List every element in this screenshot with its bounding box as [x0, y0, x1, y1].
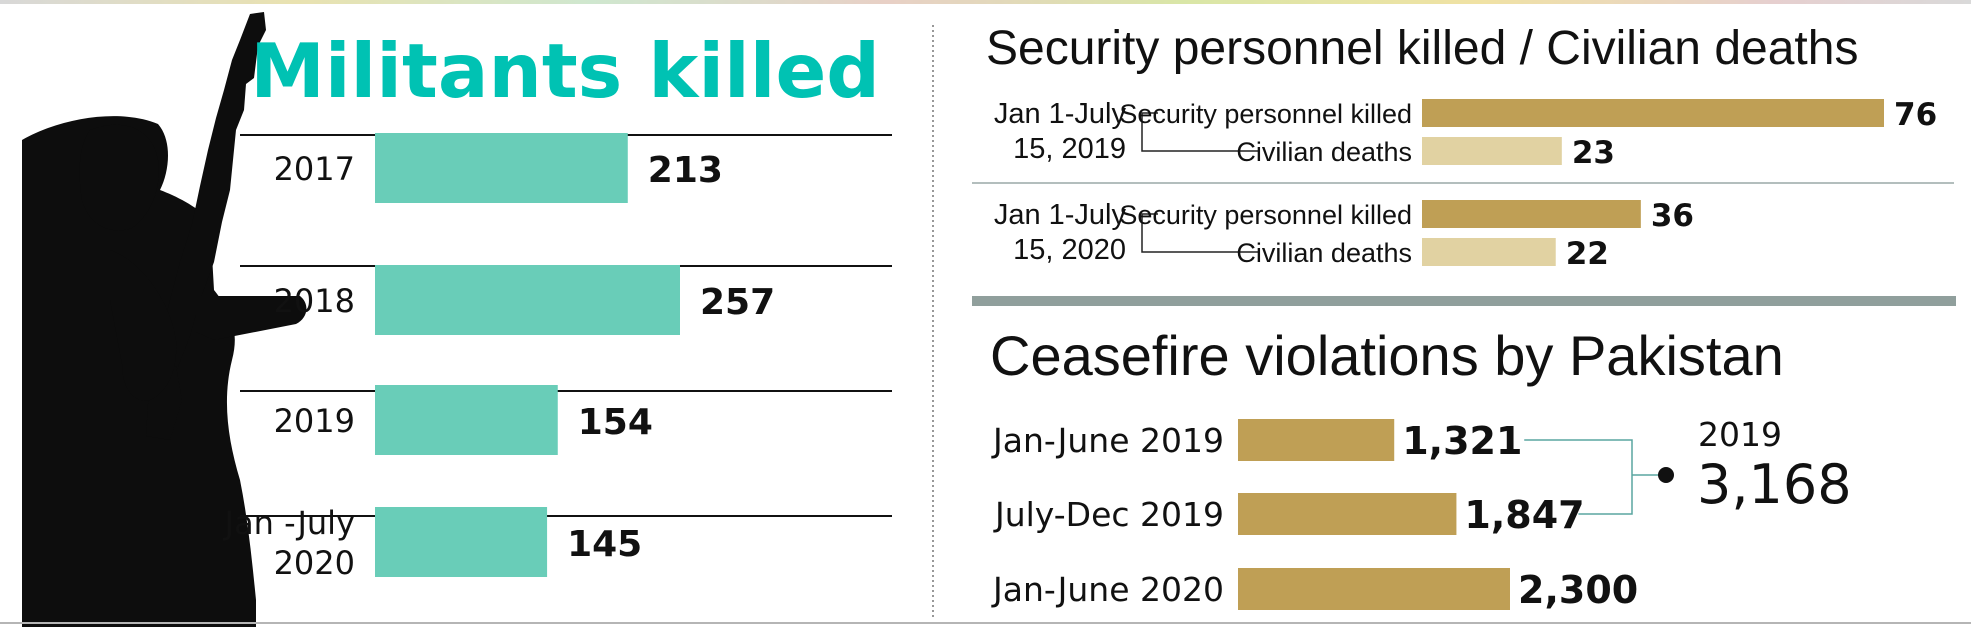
security-value-label: 22 [1566, 236, 1609, 272]
sum-bracket [1524, 439, 1633, 515]
sum-year-label: 2019 [1698, 415, 1782, 454]
group-bracket [1141, 213, 1258, 253]
period-label: 15, 2020 [1013, 234, 1126, 266]
militants-bar [375, 507, 548, 577]
militants-title: Militants killed [250, 27, 880, 115]
security-value-label: 23 [1572, 135, 1615, 171]
ceasefire-value-label: 1,321 [1402, 419, 1522, 463]
militants-bar [375, 265, 680, 335]
security-title: Security personnel killed / Civilian dea… [986, 22, 1858, 75]
security-value-label: 36 [1651, 198, 1694, 234]
period-label: Jan 1-July [994, 98, 1127, 130]
ceasefire-bar [1238, 493, 1457, 535]
sum-value-label: 3,168 [1697, 453, 1852, 516]
group-bracket [1141, 112, 1258, 152]
security-bar [1422, 99, 1884, 127]
series-name-label: Security personnel killed [1119, 200, 1412, 230]
soldier-silhouette [22, 12, 307, 627]
ceasefire-value-label: 1,847 [1464, 493, 1584, 537]
ceasefire-value-label: 2,300 [1518, 568, 1638, 612]
security-value-label: 76 [1894, 97, 1937, 133]
series-name-label: Civilian deaths [1236, 137, 1412, 167]
ceasefire-category-label: Jan-June 2020 [991, 570, 1224, 609]
ceasefire-bar-group: Jan-June 2019 1,321 July-Dec 2019 1,847 Jan-… [991, 415, 1852, 612]
series-name-label: Civilian deaths [1236, 238, 1412, 268]
ceasefire-title: Ceasefire violations by Pakistan [990, 324, 1784, 387]
militants-value-label: 213 [648, 150, 723, 191]
militants-value-label: 257 [700, 282, 775, 323]
militants-category-label: 2020 [274, 544, 355, 582]
militants-category-label: 2018 [274, 282, 355, 320]
militants-value-label: 154 [578, 402, 653, 443]
militants-category-label: Jan -July [223, 504, 355, 542]
period-label: Jan 1-July [994, 199, 1127, 231]
civilian-bar [1422, 238, 1556, 266]
ceasefire-category-label: July-Dec 2019 [993, 495, 1224, 534]
sum-dot [1658, 467, 1674, 483]
civilian-bar [1422, 137, 1562, 165]
militants-category-label: 2019 [274, 402, 355, 440]
period-label: 15, 2019 [1013, 133, 1126, 165]
top-decor-strip [0, 0, 1971, 4]
ceasefire-bar [1238, 419, 1395, 461]
section-divider [972, 296, 1956, 306]
militants-category-label: 2017 [274, 150, 355, 188]
militants-bar [375, 385, 558, 455]
militants-bar [375, 133, 628, 203]
series-name-label: Security personnel killed [1119, 99, 1412, 129]
militants-value-label: 145 [567, 524, 642, 565]
ceasefire-category-label: Jan-June 2019 [991, 421, 1224, 460]
security-bar [1422, 200, 1641, 228]
ceasefire-bar [1238, 568, 1510, 610]
